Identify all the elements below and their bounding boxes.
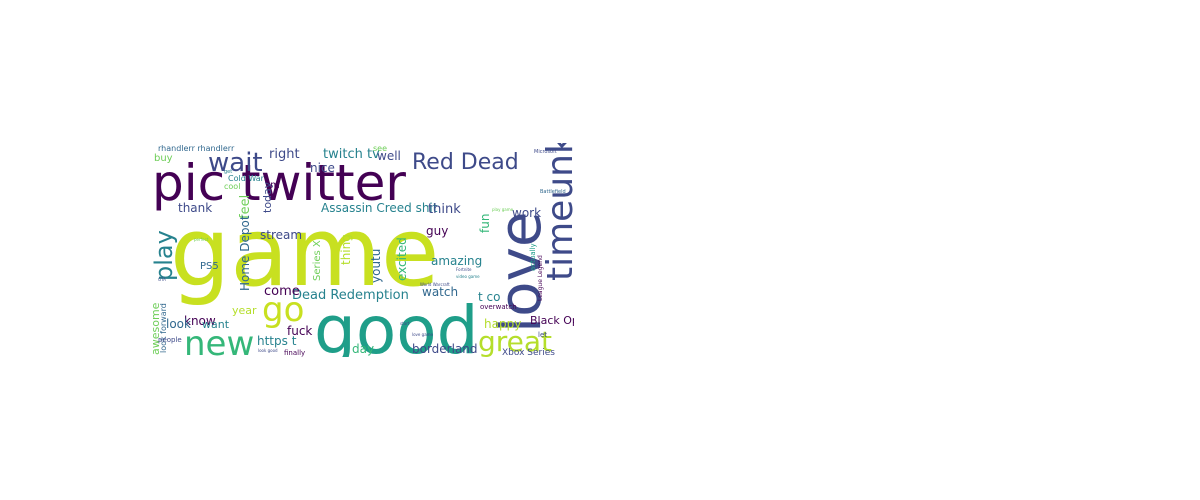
word-new: new	[184, 324, 254, 357]
word-amazing: amazing	[431, 254, 482, 268]
word-awesome: awesome	[150, 302, 162, 355]
word-nice: nice	[310, 161, 335, 175]
word-perfect: perfect	[194, 237, 209, 242]
word-cold-war: Cold War	[228, 174, 265, 183]
word-home-depot: Home Depot	[238, 215, 252, 291]
word-cool: cool	[224, 182, 240, 191]
word-well: well	[377, 149, 401, 163]
word-twitch-tv: twitch tv	[323, 147, 380, 162]
word-feel: feel	[238, 195, 253, 219]
word-xbox-series: Xbox Series	[502, 348, 555, 357]
word-fortnite: Fortnite	[456, 267, 472, 272]
word-https-t: https t	[257, 334, 297, 348]
word-people: people	[158, 336, 182, 344]
word-work: work	[512, 206, 541, 220]
word-ps5: PS5	[200, 261, 219, 272]
word-league-legend: League Legend	[537, 255, 544, 301]
word-let: let	[538, 331, 547, 339]
word-guy: guy	[426, 224, 448, 238]
word-cloud-background	[150, 143, 574, 357]
word-know: know	[184, 314, 216, 328]
word-dead-redemption: Dead Redemption	[292, 288, 409, 303]
word-thank: thank	[178, 201, 212, 215]
word-fun: fun	[478, 214, 492, 233]
word-black-op: Black Op	[530, 314, 574, 327]
word-youtu: youtu	[369, 249, 383, 283]
word-series-x: Series X	[312, 240, 323, 281]
word-game: game	[170, 198, 440, 308]
word-cloud: game pic twitter good love new go timeun…	[150, 143, 574, 357]
word-watch: watch	[422, 285, 458, 299]
word-see: see	[373, 144, 387, 153]
word-start: start	[400, 321, 410, 326]
word-love: love	[486, 211, 554, 333]
word-go: go	[262, 290, 304, 330]
word-red-dead: Red Dead	[412, 150, 519, 175]
word-right: right	[269, 147, 300, 162]
word-pic-twitter: pic twitter	[152, 154, 406, 212]
word-think: think	[428, 202, 461, 217]
word-world-warcraft: World Warcraft	[420, 282, 450, 287]
word-great: great	[478, 325, 552, 357]
word-stream: stream	[260, 228, 302, 242]
word-today: today	[261, 181, 274, 213]
word-play: play	[150, 230, 178, 281]
word-timeunk: timeunk	[540, 143, 574, 281]
word-year: year	[232, 304, 257, 317]
word-love-game: love game	[412, 332, 434, 337]
word-wait: wait	[208, 148, 263, 178]
word-buy: buy	[154, 153, 173, 164]
word-gta: GTA	[158, 277, 166, 282]
word-day: day	[352, 342, 374, 356]
word-look: look	[166, 317, 191, 331]
word-excited: excited	[395, 237, 409, 281]
word-rhandlerr: rhandlerr rhandlerr	[158, 144, 235, 153]
word-m: m	[270, 180, 280, 191]
word-look-good: look good	[258, 348, 278, 353]
word-battlefield: Battlefield	[540, 189, 566, 195]
word-borderland: borderland	[412, 342, 478, 356]
word-look-forward: look forward	[159, 303, 168, 353]
word-actually: actually	[529, 243, 537, 271]
word-come: come	[264, 284, 300, 299]
word-finally: finally	[284, 349, 305, 357]
word-thing: thing	[339, 234, 353, 265]
word-video-game: video game	[456, 274, 480, 279]
word-good: good	[314, 292, 479, 357]
word-happy: happy	[484, 317, 521, 331]
word-get: get	[224, 169, 232, 175]
word-overwatch: overwatch	[480, 303, 517, 311]
word-assassin-creed-shit: Assassin Creed shit	[321, 201, 438, 215]
word-play-game: play game	[492, 207, 514, 212]
word-microsoft: Microsoft	[534, 149, 557, 155]
word-fuck: fuck	[287, 324, 312, 338]
word-t-co: t co	[478, 290, 500, 304]
word-want: want	[202, 318, 230, 331]
